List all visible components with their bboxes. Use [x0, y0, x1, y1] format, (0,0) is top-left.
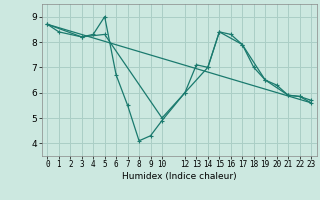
X-axis label: Humidex (Indice chaleur): Humidex (Indice chaleur) [122, 172, 236, 181]
